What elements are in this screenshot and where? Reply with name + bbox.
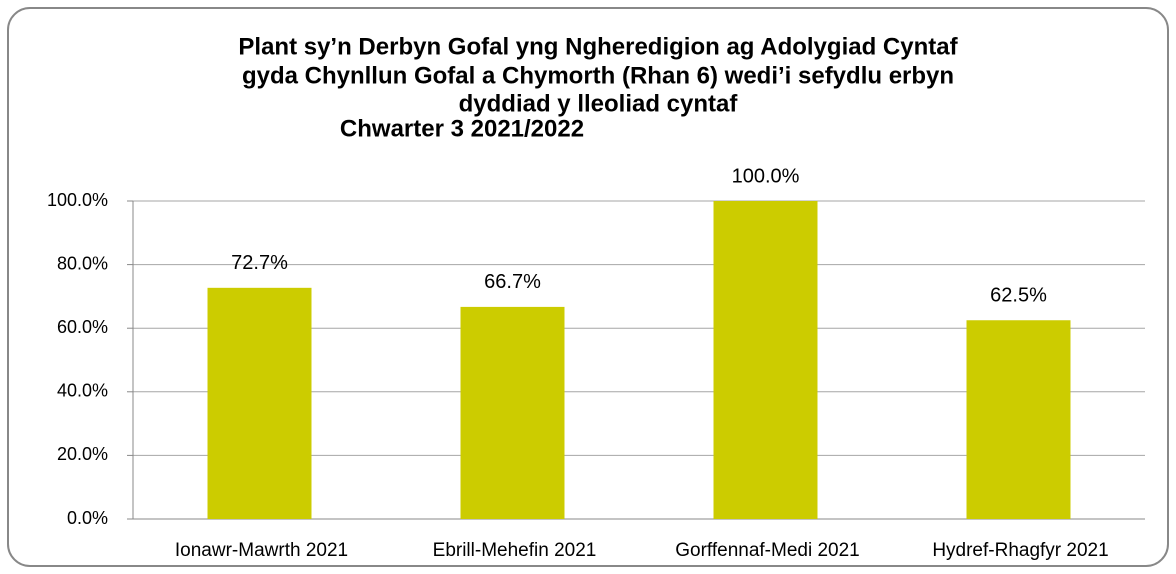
chart-title: Plant sy’n Derbyn Gofal yng Ngheredigion… xyxy=(238,33,958,60)
chart-title: dyddiad y lleoliad cyntaf xyxy=(459,90,739,117)
y-tick-label: 60.0% xyxy=(57,317,108,337)
y-tick-label: 0.0% xyxy=(67,508,108,528)
y-tick-label: 40.0% xyxy=(57,381,108,401)
bar xyxy=(460,306,565,519)
data-label: 66.7% xyxy=(484,271,541,293)
data-label: 62.5% xyxy=(990,285,1047,307)
chart-subtitle: Chwarter 3 2021/2022 xyxy=(340,115,584,142)
x-tick-label: Ionawr-Mawrth 2021 xyxy=(175,540,348,561)
bar xyxy=(966,320,1071,519)
y-tick-label: 20.0% xyxy=(57,444,108,464)
data-label: 100.0% xyxy=(732,165,800,187)
bar xyxy=(207,287,312,519)
y-tick-label: 80.0% xyxy=(57,253,108,273)
x-tick-label: Ebrill-Mehefin 2021 xyxy=(433,540,597,561)
chart-title: gyda Chynllun Gofal a Chymorth (Rhan 6) … xyxy=(242,62,954,89)
bar xyxy=(713,201,818,519)
data-label: 72.7% xyxy=(231,252,288,274)
x-tick-label: Gorffennaf-Medi 2021 xyxy=(675,540,860,561)
y-tick-label: 100.0% xyxy=(47,190,108,210)
x-tick-label: Hydref-Rhagfyr 2021 xyxy=(932,540,1108,561)
